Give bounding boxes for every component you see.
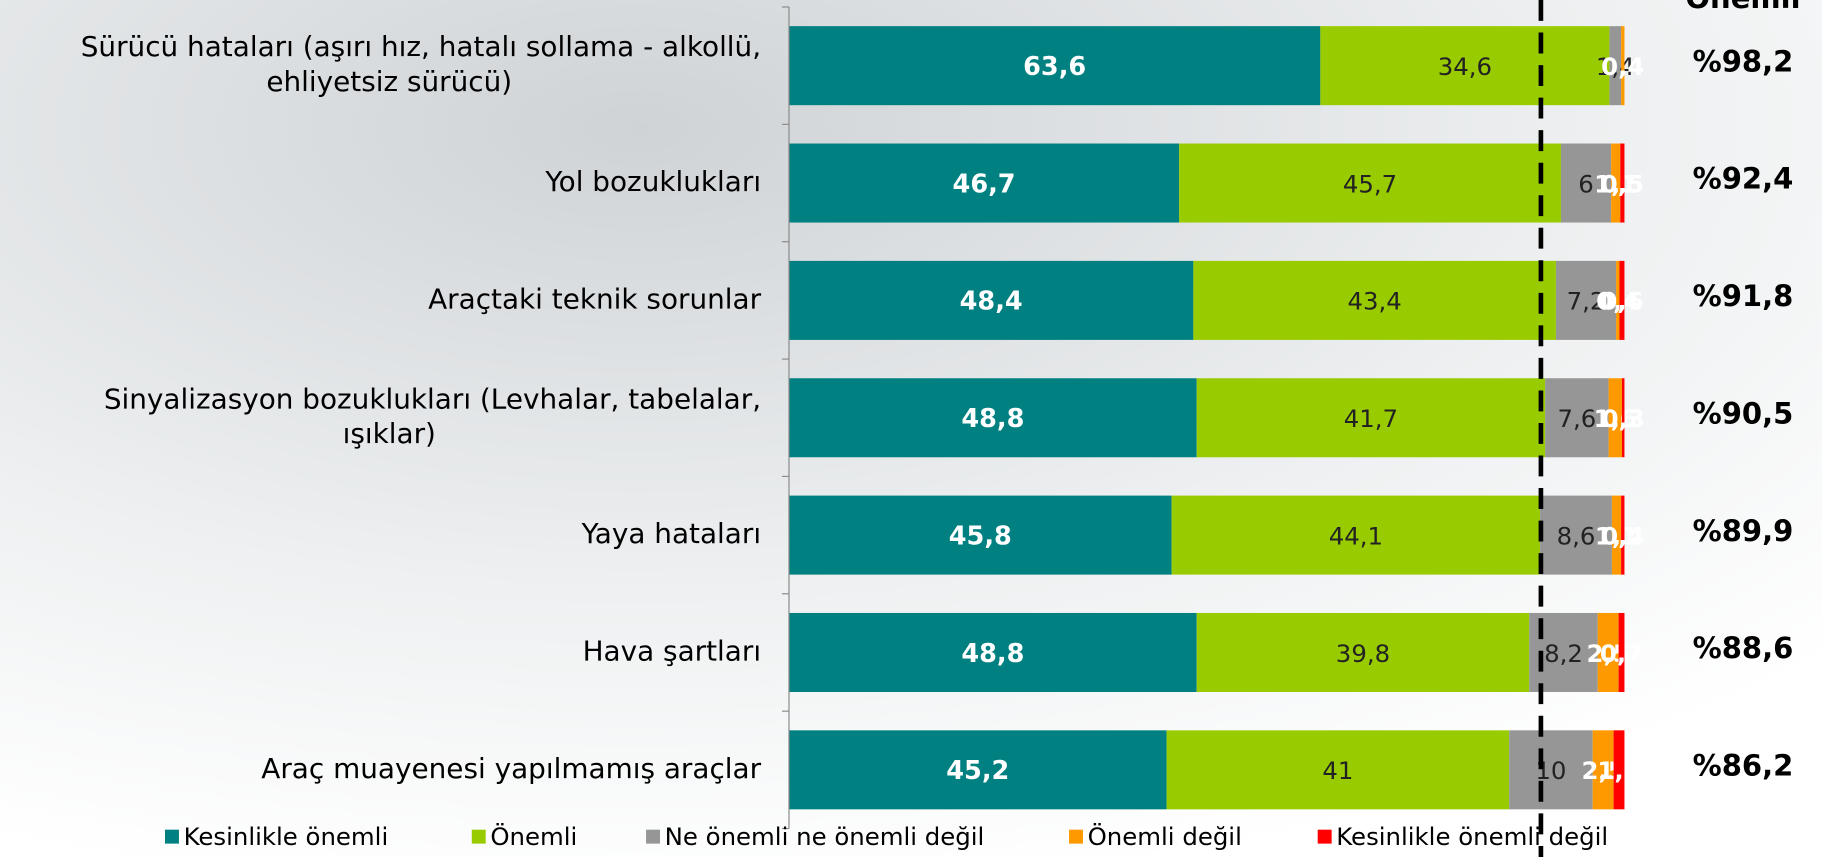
bar-segment (1621, 378, 1625, 458)
bar-segment (1560, 143, 1612, 223)
category-label: Hava şartları (583, 634, 762, 667)
value-label: 1,3 (1597, 756, 1640, 785)
legend-swatch (165, 829, 179, 844)
value-label: 48,8 (961, 404, 1024, 434)
value-label: 45,8 (949, 521, 1012, 551)
value-label: 0,7 (1600, 639, 1643, 668)
bar-segment (1597, 612, 1619, 692)
category-label: Sürücü hataları (aşırı hız, hatalı solla… (81, 30, 761, 63)
bar-segment (1621, 26, 1625, 106)
bar-segment (1613, 730, 1625, 810)
bar-segment (1608, 378, 1622, 458)
legend-label: Kesinlikle önemli değil (1336, 822, 1608, 851)
value-label: 0,4 (1596, 287, 1639, 316)
value-label: 8,6 (1557, 521, 1596, 550)
value-label: 7,6 (1557, 404, 1596, 433)
value-label: 43,4 (1347, 287, 1401, 316)
bar-segment (788, 26, 1321, 106)
value-label: 0,6 (1600, 287, 1643, 316)
legend-label: Önemli (490, 822, 577, 851)
legend-label: Ne önemli ne önemli değil (665, 822, 985, 851)
bar-segment (1592, 730, 1614, 810)
category-label: Yaya hataları (581, 517, 762, 550)
total-label: %86,2 (1693, 749, 1794, 783)
bar-segment (1611, 143, 1621, 223)
legend-swatch (1069, 829, 1083, 844)
total-label: %92,4 (1693, 162, 1794, 196)
bar-segment (1179, 143, 1561, 223)
value-label: 44,1 (1329, 521, 1383, 550)
category-label: ışıklar) (343, 417, 436, 450)
value-label: 1,6 (1594, 404, 1637, 433)
bar-segment (788, 612, 1197, 692)
bar-segment (1166, 730, 1510, 810)
value-label: 34,6 (1438, 52, 1492, 81)
bar-segment (1171, 495, 1541, 575)
legend-swatch (471, 829, 486, 844)
bar-segment (1619, 260, 1625, 340)
legend-label: Önemli değil (1088, 822, 1242, 851)
bar-segment (1611, 495, 1622, 575)
total-label: %88,6 (1693, 631, 1794, 665)
bar-segment (788, 730, 1167, 810)
value-label: 1,1 (1595, 521, 1638, 550)
bar-segment (1616, 260, 1620, 340)
bar-segment (1540, 495, 1612, 575)
bar-segment (788, 495, 1172, 575)
bar-segment (1621, 495, 1625, 575)
value-label: 0,3 (1602, 404, 1645, 433)
bar-segment (1618, 612, 1625, 692)
legend-swatch (1317, 829, 1332, 844)
bar-segment (1320, 26, 1610, 106)
bar-segment (1609, 26, 1622, 106)
bar-segment (788, 143, 1180, 223)
category-label: Araç muayenesi yapılmamış araçlar (261, 752, 761, 785)
value-label: 46,7 (953, 169, 1016, 199)
total-label: %89,9 (1693, 514, 1794, 548)
bar-segment (1196, 612, 1530, 692)
value-label: 7,2 (1567, 287, 1606, 316)
bar-segment (788, 260, 1194, 340)
bar-segment (1193, 260, 1556, 340)
value-label: 63,6 (1023, 52, 1086, 82)
totals-title: Önemli (1685, 0, 1800, 15)
value-label: 0,4 (1601, 521, 1644, 550)
category-label: Araçtaki teknik sorunlar (428, 282, 762, 315)
category-label: Yol bozuklukları (544, 165, 761, 198)
bar-segment (1509, 730, 1593, 810)
category-label: Sinyalizasyon bozuklukları (Levhalar, ta… (104, 382, 761, 415)
value-label: 0,5 (1601, 169, 1644, 198)
total-label: %98,2 (1693, 44, 1794, 78)
bar-segment (788, 378, 1197, 458)
bar-segment (1545, 378, 1609, 458)
value-label: 41 (1322, 756, 1353, 785)
value-label: 45,2 (946, 756, 1009, 786)
value-label: 45,7 (1343, 169, 1397, 198)
value-label: 8,2 (1544, 639, 1583, 668)
total-label: %91,8 (1693, 279, 1794, 313)
value-label: 6 (1578, 169, 1594, 198)
value-label: 41,7 (1344, 404, 1398, 433)
total-label: %90,5 (1693, 396, 1794, 430)
legend-swatch (646, 829, 661, 844)
bar-segment (1620, 143, 1625, 223)
value-label: 0,4 (1601, 52, 1644, 81)
value-label: 1,4 (1596, 52, 1635, 81)
value-label: 1,1 (1594, 169, 1637, 198)
value-label: 48,8 (961, 639, 1024, 669)
value-label: 39,8 (1336, 639, 1390, 668)
bar-segment (1196, 378, 1546, 458)
value-label: 48,4 (960, 287, 1023, 317)
category-label: ehliyetsiz sürücü) (266, 65, 512, 98)
legend-label: Kesinlikle önemli (184, 822, 389, 851)
bar-segment (1555, 260, 1617, 340)
